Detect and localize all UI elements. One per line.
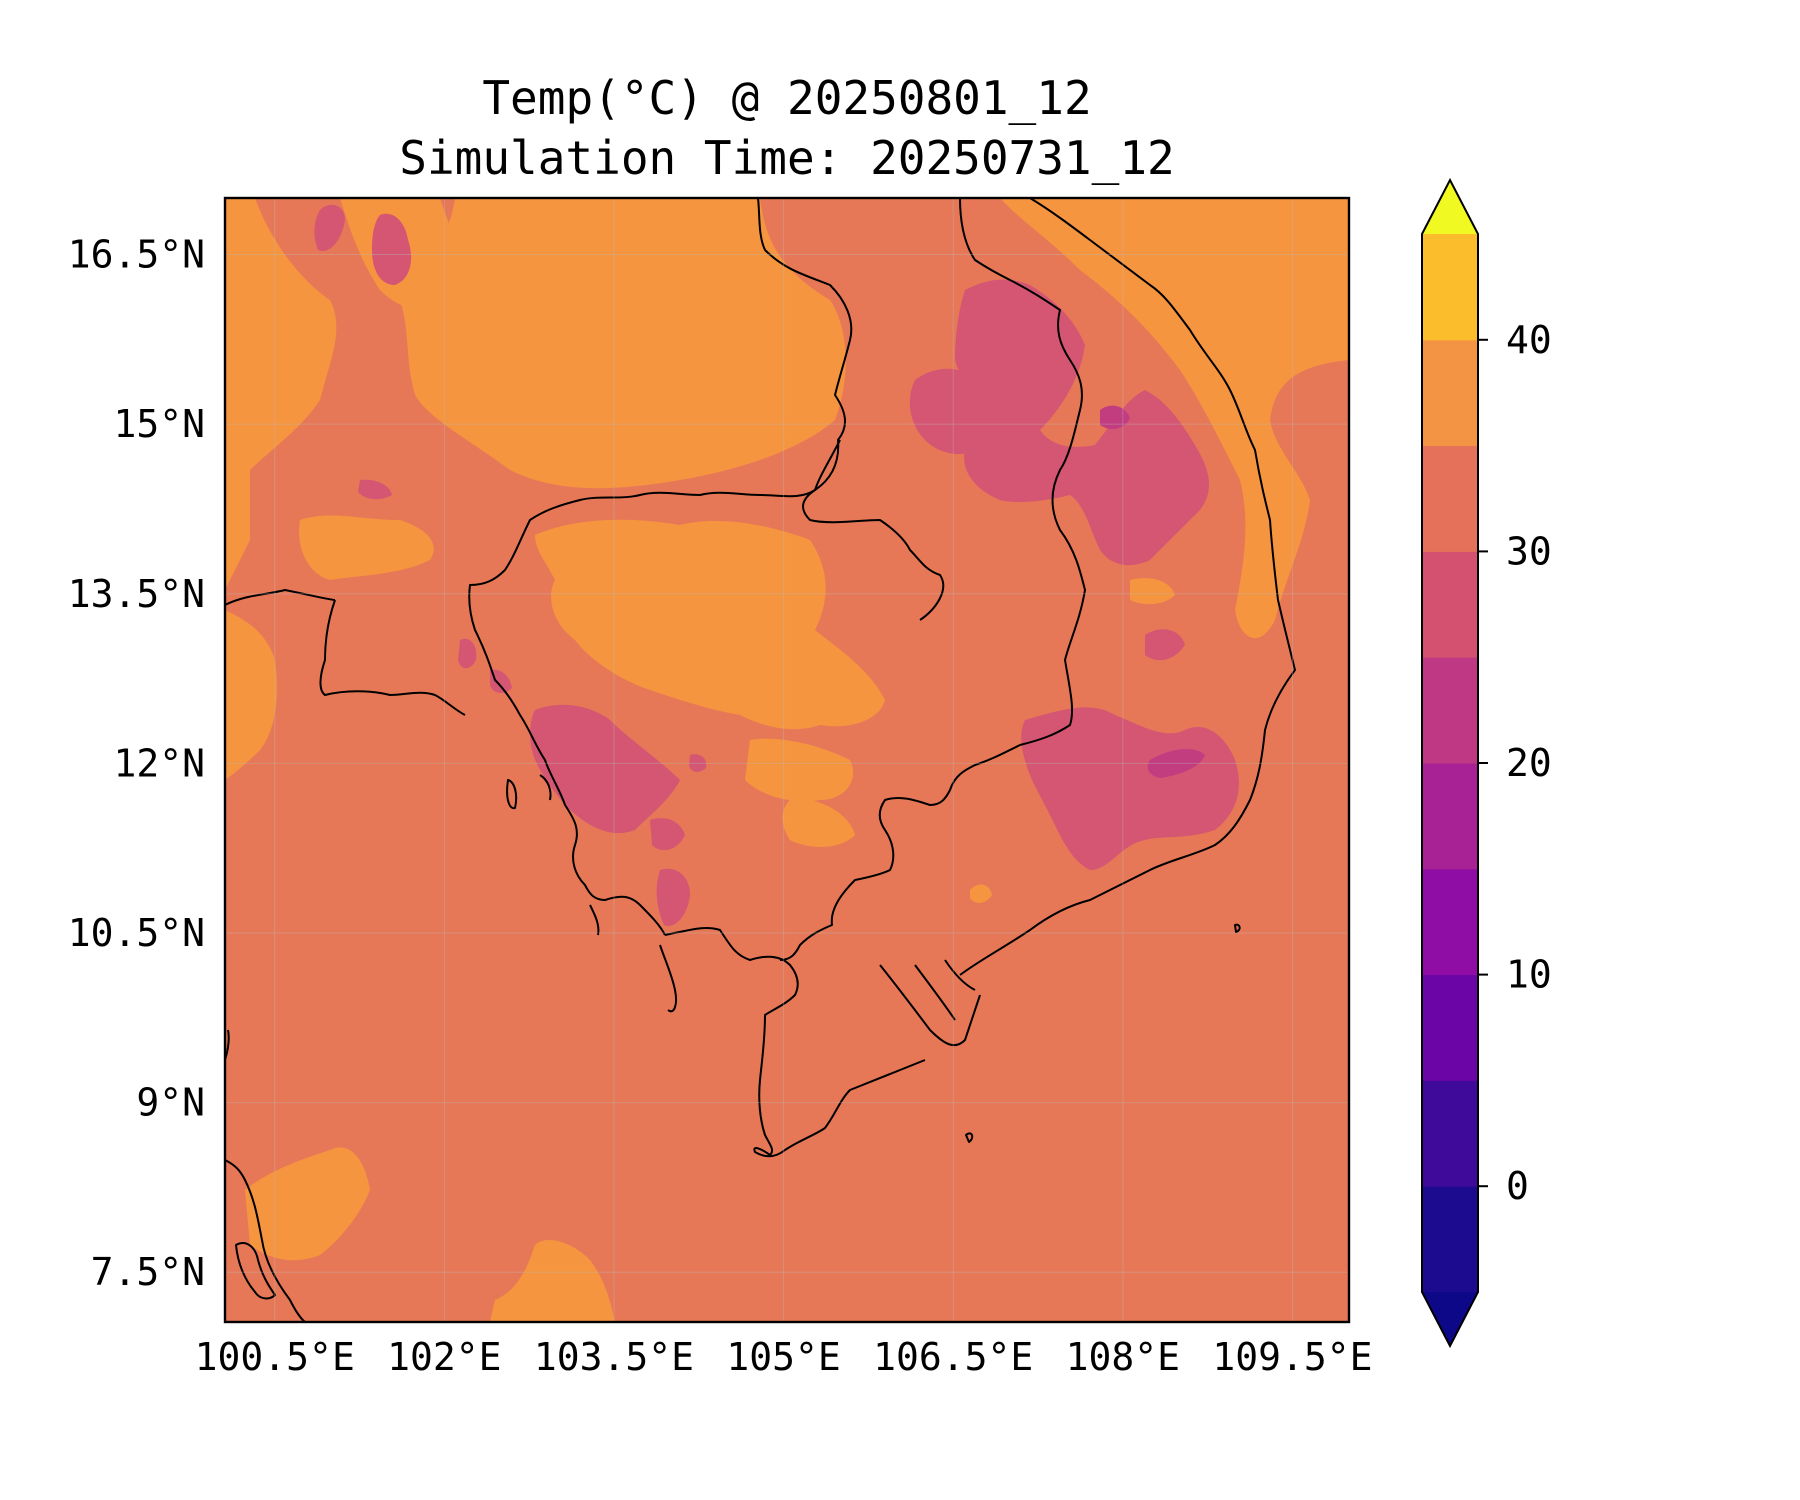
colorbar-bin [1422, 234, 1478, 341]
colorbar-under-extension [1422, 1292, 1478, 1346]
x-tick-label: 108°E [1066, 1335, 1180, 1379]
y-tick-label: 16.5°N [68, 233, 205, 277]
field-cold-15-20 [1100, 405, 1205, 778]
colorbar-tick-label: 0 [1506, 1164, 1529, 1208]
simulation-time-subtitle: Simulation Time: 20250731_12 [399, 131, 1175, 185]
x-tick-label: 103.5°E [534, 1335, 694, 1379]
y-tick-label: 10.5°N [68, 911, 205, 955]
x-tick-label: 102°E [387, 1335, 501, 1379]
colorbar-bin [1422, 868, 1478, 976]
temperature-field [225, 198, 1349, 1322]
colorbar-tick-label: 20 [1506, 741, 1552, 785]
latitude-ticks: 16.5°N 15°N 13.5°N 12°N 10.5°N 9°N 7.5°N [68, 233, 205, 1295]
x-tick-label: 105°E [726, 1335, 840, 1379]
x-tick-label: 109.5°E [1212, 1335, 1372, 1379]
y-tick-label: 12°N [113, 741, 205, 785]
colorbar-bin [1422, 445, 1478, 552]
colorbar-tick-label: 30 [1506, 529, 1552, 573]
colorbar-bin [1422, 1080, 1478, 1187]
y-tick-label: 9°N [136, 1081, 205, 1125]
y-tick-label: 7.5°N [91, 1250, 205, 1294]
colorbar-bin [1422, 974, 1478, 1081]
colorbar-bin [1422, 551, 1478, 658]
colorbar-bin [1422, 339, 1478, 447]
longitude-ticks: 100.5°E 102°E 103.5°E 105°E 106.5°E 108°E 109.… [195, 1335, 1373, 1379]
colorbar-over-extension [1422, 180, 1478, 234]
colorbar: 0 10 20 30 40 [1421, 177, 1552, 1349]
colorbar-bin [1422, 1186, 1478, 1293]
y-tick-label: 13.5°N [68, 572, 205, 616]
field-cool-20-25 [314, 204, 1239, 926]
map-title: Temp(°C) @ 20250801_12 [482, 71, 1092, 125]
y-tick-label: 15°N [113, 402, 205, 446]
colorbar-bin [1422, 657, 1478, 764]
x-tick-label: 106.5°E [873, 1335, 1033, 1379]
coastlines-and-borders [225, 198, 1296, 1322]
map-gridlines [225, 198, 1349, 1322]
map-frame [223, 196, 1351, 1324]
x-tick-label: 100.5°E [195, 1335, 355, 1379]
colorbar-outline [1421, 177, 1479, 1349]
colorbar-bin [1422, 763, 1478, 870]
colorbar-tick-label: 40 [1506, 318, 1552, 362]
field-warm-30-35 [225, 198, 1349, 1322]
colorbar-tick-label: 10 [1506, 953, 1552, 997]
